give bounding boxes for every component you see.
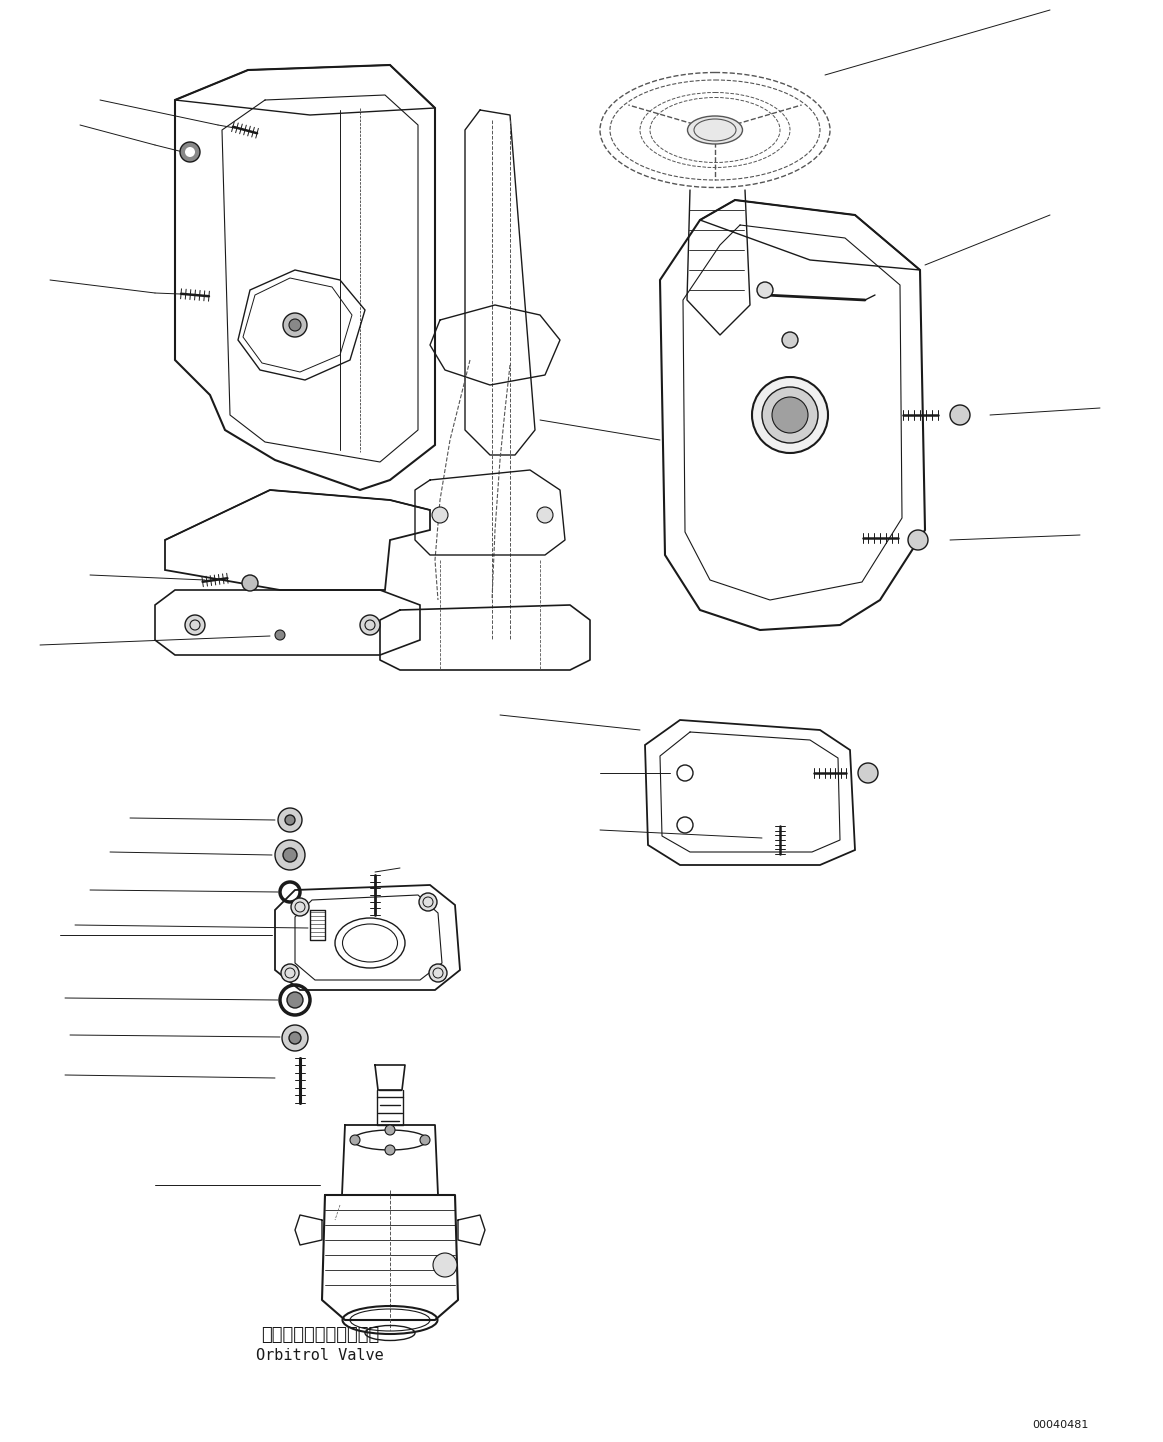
Circle shape — [752, 376, 828, 453]
Circle shape — [283, 313, 307, 337]
Circle shape — [350, 1135, 361, 1145]
Circle shape — [431, 508, 448, 523]
Circle shape — [772, 397, 808, 433]
Circle shape — [757, 283, 773, 298]
Circle shape — [274, 630, 285, 640]
Circle shape — [782, 332, 798, 348]
Text: オービットロールバルブ: オービットロールバルブ — [261, 1327, 379, 1344]
Circle shape — [858, 763, 878, 783]
Circle shape — [385, 1125, 395, 1135]
Circle shape — [180, 141, 200, 162]
Circle shape — [433, 1253, 457, 1278]
Circle shape — [278, 808, 302, 832]
Circle shape — [762, 386, 818, 443]
Circle shape — [185, 614, 205, 634]
Circle shape — [429, 965, 447, 982]
Circle shape — [288, 319, 301, 332]
Text: 00040481: 00040481 — [1032, 1420, 1089, 1430]
Circle shape — [283, 848, 297, 862]
Circle shape — [537, 508, 552, 523]
Circle shape — [419, 893, 437, 911]
Circle shape — [281, 965, 299, 982]
Circle shape — [281, 1025, 308, 1051]
Circle shape — [285, 815, 295, 825]
Circle shape — [420, 1135, 430, 1145]
Circle shape — [950, 405, 970, 425]
Circle shape — [288, 1032, 301, 1044]
Circle shape — [291, 898, 309, 916]
Circle shape — [274, 841, 305, 870]
Circle shape — [185, 147, 195, 157]
Circle shape — [242, 575, 258, 591]
Text: Orbitrol Valve: Orbitrol Valve — [256, 1347, 384, 1363]
Circle shape — [287, 992, 304, 1008]
Ellipse shape — [687, 115, 742, 144]
Circle shape — [385, 1145, 395, 1155]
Circle shape — [361, 614, 380, 634]
Circle shape — [908, 531, 928, 549]
